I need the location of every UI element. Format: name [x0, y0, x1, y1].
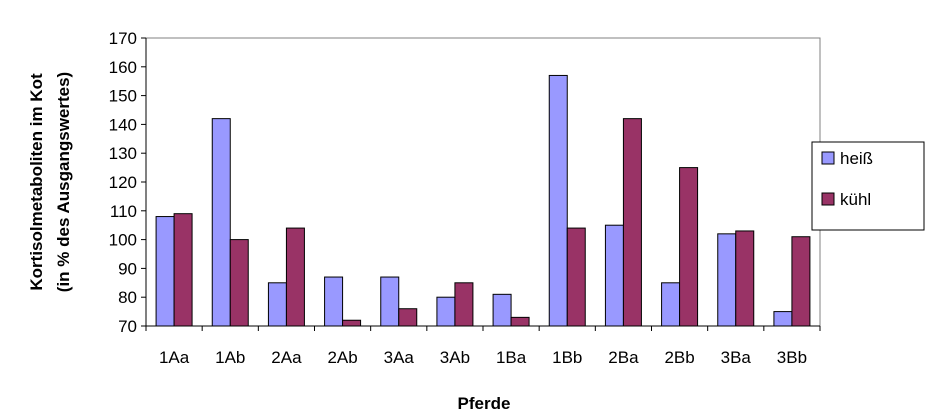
bar-series2-1Bb — [566, 227, 586, 327]
x-tick-label-1Aa: 1Aa — [159, 348, 190, 367]
bar-series1-1Bb — [548, 74, 568, 327]
legend: heiß kühl — [811, 141, 925, 231]
x-axis-title: Pferde — [458, 394, 511, 413]
x-tick-label-2Ab: 2Ab — [327, 348, 357, 367]
legend-swatch-2 — [821, 192, 835, 206]
x-tick-label-2Bb: 2Bb — [664, 348, 694, 367]
x-tick-label-3Aa: 3Aa — [384, 348, 415, 367]
x-tick-label-3Bb: 3Bb — [777, 348, 807, 367]
x-tick-label-2Aa: 2Aa — [271, 348, 302, 367]
bar-series2-2Aa — [285, 227, 305, 327]
bar-series1-2Bb — [661, 282, 681, 327]
bar-series1-2Ab — [324, 276, 344, 327]
x-tick-label-3Ba: 3Ba — [721, 348, 752, 367]
x-tick-label-1Ba: 1Ba — [496, 348, 527, 367]
y-axis-title: Kortisolmetaboliten im Kot (in % des Aus… — [27, 72, 73, 292]
y-tick-label: 90 — [118, 259, 137, 278]
bar-series1-1Ab — [211, 118, 231, 327]
legend-label-2: kühl — [840, 190, 871, 209]
bar-series2-2Ba — [622, 118, 642, 327]
y-tick-label: 160 — [109, 58, 137, 77]
x-tick-label-2Ba: 2Ba — [608, 348, 639, 367]
bar-series2-3Bb — [791, 236, 811, 327]
bars-group — [155, 74, 811, 327]
bar-series2-3Ab — [454, 282, 474, 327]
y-tick-label: 150 — [109, 87, 137, 106]
y-tick-label: 130 — [109, 144, 137, 163]
bar-series1-1Ba — [492, 293, 512, 327]
bar-series1-3Aa — [380, 276, 400, 327]
bar-series1-3Bb — [773, 311, 793, 327]
bar-series1-2Ba — [604, 224, 624, 327]
y-axis-title-line-1: Kortisolmetaboliten im Kot — [27, 73, 46, 291]
axes-group: 70 80 90 100 110 120 130 140 150 160 170 1Aa 1Ab 2Aa 2… — [109, 29, 821, 367]
bar-series2-2Ab — [342, 319, 362, 327]
x-tick-label-3Ab: 3Ab — [440, 348, 470, 367]
bar-series1-2Aa — [267, 282, 287, 327]
bar-series2-2Bb — [679, 167, 699, 327]
bar-series2-1Ab — [229, 239, 249, 327]
x-tick-label-1Bb: 1Bb — [552, 348, 582, 367]
bar-series2-3Aa — [398, 308, 418, 327]
y-tick-label: 140 — [109, 115, 137, 134]
bar-series2-1Ba — [510, 316, 530, 327]
y-tick-label: 100 — [109, 231, 137, 250]
bar-series1-1Aa — [155, 216, 175, 327]
y-tick-label: 110 — [110, 202, 137, 221]
legend-swatch-1 — [821, 151, 835, 165]
y-axis-title-line-2: (in % des Ausgangswertes) — [54, 72, 73, 292]
legend-label-1: heiß — [840, 149, 873, 168]
y-tick-label: 80 — [118, 288, 137, 307]
y-tick-label: 70 — [118, 317, 137, 336]
y-tick-label: 120 — [109, 173, 137, 192]
bar-series1-3Ba — [717, 233, 737, 327]
bar-series1-3Ab — [436, 296, 456, 327]
x-tick-label-1Ab: 1Ab — [215, 348, 245, 367]
y-tick-label: 170 — [109, 29, 137, 48]
bar-series2-1Aa — [173, 213, 193, 327]
bar-series2-3Ba — [735, 230, 755, 327]
